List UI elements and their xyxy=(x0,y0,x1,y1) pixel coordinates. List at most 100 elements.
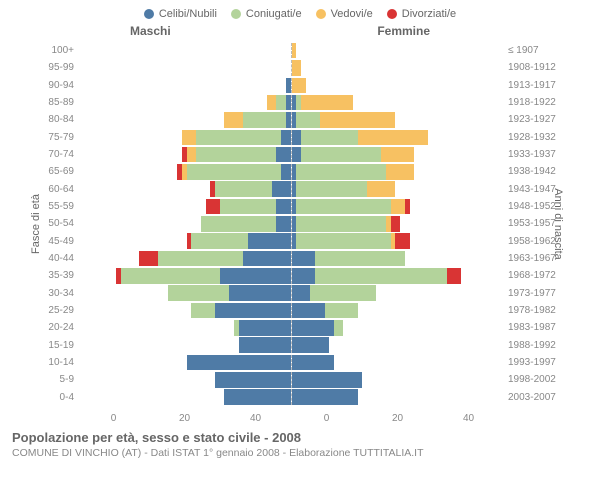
seg-celibi xyxy=(292,147,301,163)
seg-vedovi xyxy=(267,95,276,111)
age-label: 95-99 xyxy=(36,62,78,73)
bar-female xyxy=(292,95,505,111)
seg-coniugati xyxy=(301,147,381,163)
bar-male xyxy=(78,251,292,267)
bar-male xyxy=(78,268,292,284)
header-femmine: Femmine xyxy=(377,24,430,38)
age-row: 25-291978-1982 xyxy=(36,302,564,319)
birth-label: 1958-1962 xyxy=(504,236,564,247)
seg-vedovi xyxy=(391,199,405,215)
age-label: 20-24 xyxy=(36,322,78,333)
bar-female xyxy=(292,130,505,146)
pyramid-chart: Maschi Femmine Fasce di età Anni di nasc… xyxy=(0,24,600,424)
seg-celibi xyxy=(248,233,291,249)
seg-celibi xyxy=(281,130,290,146)
bar-male xyxy=(78,78,292,94)
seg-celibi xyxy=(239,337,291,353)
bar-male xyxy=(78,320,292,336)
age-label: 5-9 xyxy=(36,374,78,385)
seg-coniugati xyxy=(296,181,367,197)
age-label: 25-29 xyxy=(36,305,78,316)
birth-label: ≤ 1907 xyxy=(504,45,564,56)
legend-label: Vedovi/e xyxy=(331,8,373,20)
footer: Popolazione per età, sesso e stato civil… xyxy=(0,424,600,459)
bar-female xyxy=(292,268,505,284)
birth-label: 1908-1912 xyxy=(504,62,564,73)
age-row: 100+ ≤ 1907 xyxy=(36,42,564,59)
seg-celibi xyxy=(229,285,290,301)
bar-male xyxy=(78,285,292,301)
bar-male xyxy=(78,199,292,215)
bar-male xyxy=(78,216,292,232)
birth-label: 1973-1977 xyxy=(504,288,564,299)
bar-female xyxy=(292,60,505,76)
seg-divorziati xyxy=(395,233,409,249)
seg-celibi xyxy=(292,372,363,388)
seg-celibi xyxy=(292,285,311,301)
age-label: 40-44 xyxy=(36,253,78,264)
legend-item: Coniugati/e xyxy=(231,8,302,20)
birth-label: 1983-1987 xyxy=(504,322,564,333)
seg-divorziati xyxy=(447,268,461,284)
seg-vedovi xyxy=(320,112,396,128)
xaxis-left: 40200 xyxy=(78,413,291,424)
legend-item: Celibi/Nubili xyxy=(144,8,217,20)
birth-label: 1928-1932 xyxy=(504,132,564,143)
bar-male xyxy=(78,233,292,249)
age-row: 35-39 1968-1972 xyxy=(36,267,564,284)
legend-item: Vedovi/e xyxy=(316,8,373,20)
legend-label: Divorziati/e xyxy=(402,8,456,20)
seg-coniugati xyxy=(276,95,285,111)
bar-female xyxy=(292,43,505,59)
age-row: 80-841923-1927 xyxy=(36,111,564,128)
age-row: 30-341973-1977 xyxy=(36,285,564,302)
seg-vedovi xyxy=(301,95,353,111)
seg-coniugati xyxy=(310,285,376,301)
bar-female xyxy=(292,199,505,215)
x-axis: 40200 02040 xyxy=(78,413,504,424)
seg-vedovi xyxy=(292,43,297,59)
bar-female xyxy=(292,285,505,301)
seg-divorziati xyxy=(206,199,220,215)
seg-celibi xyxy=(292,355,335,371)
age-row: 0-42003-2007 xyxy=(36,389,564,406)
chart-title: Popolazione per età, sesso e stato civil… xyxy=(12,430,588,445)
legend-label: Celibi/Nubili xyxy=(159,8,217,20)
age-row: 15-191988-1992 xyxy=(36,337,564,354)
seg-vedovi xyxy=(358,130,429,146)
seg-coniugati xyxy=(196,147,276,163)
bar-female xyxy=(292,337,505,353)
birth-label: 1963-1967 xyxy=(504,253,564,264)
birth-label: 1933-1937 xyxy=(504,149,564,160)
age-label: 100+ xyxy=(36,45,78,56)
age-label: 10-14 xyxy=(36,357,78,368)
birth-label: 1968-1972 xyxy=(504,270,564,281)
legend-swatch xyxy=(144,9,154,19)
seg-divorziati xyxy=(139,251,158,267)
xtick: 20 xyxy=(149,413,220,424)
xtick: 0 xyxy=(78,413,149,424)
seg-celibi xyxy=(286,95,291,111)
birth-label: 1943-1947 xyxy=(504,184,564,195)
seg-vedovi xyxy=(224,112,243,128)
seg-celibi xyxy=(239,320,291,336)
age-row: 45-491958-1962 xyxy=(36,233,564,250)
age-row: 70-741933-1937 xyxy=(36,146,564,163)
chart-subtitle: COMUNE DI VINCHIO (AT) - Dati ISTAT 1° g… xyxy=(12,447,588,459)
seg-coniugati xyxy=(121,268,220,284)
age-label: 35-39 xyxy=(36,270,78,281)
age-label: 15-19 xyxy=(36,340,78,351)
seg-celibi xyxy=(286,78,291,94)
age-row: 10-141993-1997 xyxy=(36,354,564,371)
bar-male xyxy=(78,372,292,388)
seg-vedovi xyxy=(292,78,306,94)
birth-label: 1938-1942 xyxy=(504,166,564,177)
bar-female xyxy=(292,233,505,249)
bar-male xyxy=(78,43,292,59)
seg-vedovi xyxy=(292,60,301,76)
age-label: 85-89 xyxy=(36,97,78,108)
seg-celibi xyxy=(276,147,290,163)
seg-divorziati xyxy=(405,199,410,215)
seg-vedovi xyxy=(381,147,414,163)
age-row: 75-791928-1932 xyxy=(36,129,564,146)
